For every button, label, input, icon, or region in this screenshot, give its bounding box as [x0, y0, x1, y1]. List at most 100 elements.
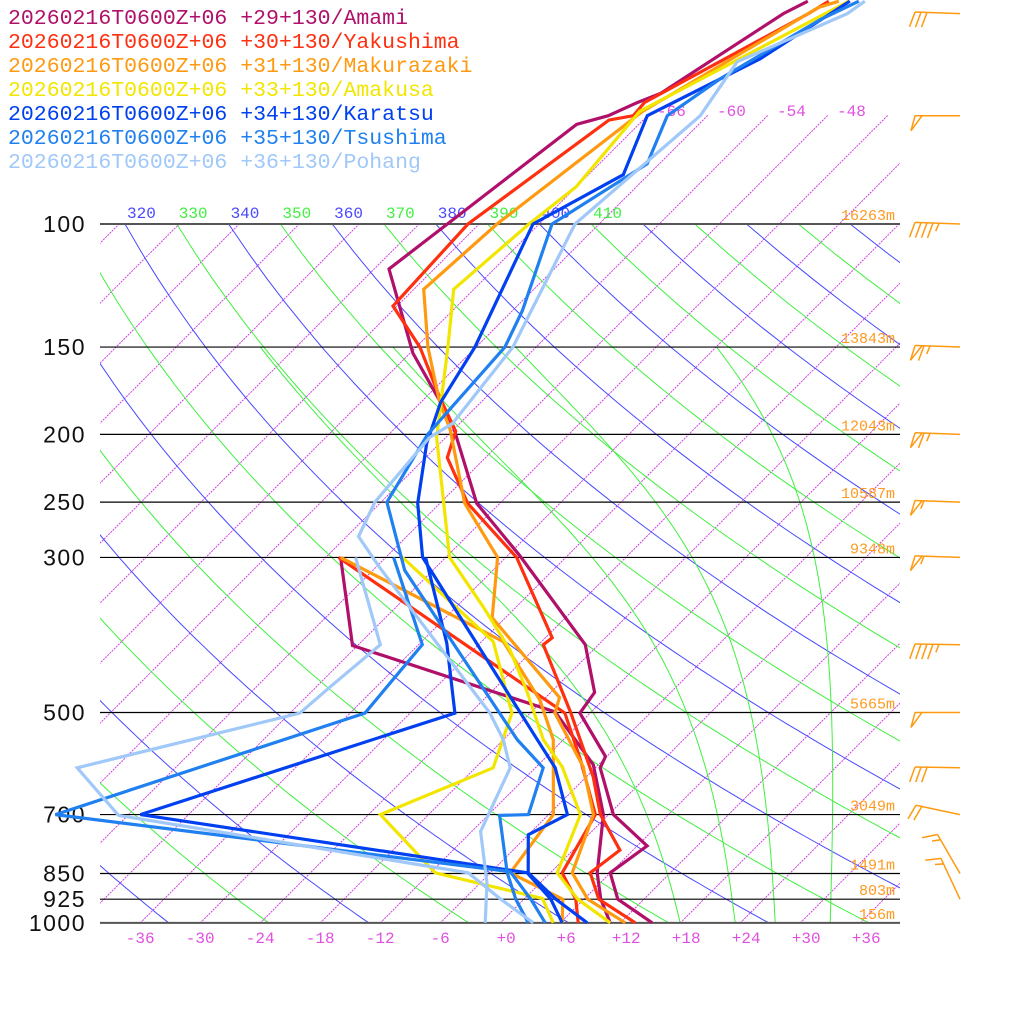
- x-tick-label: +12: [612, 930, 641, 948]
- barb-pennant: [910, 115, 923, 132]
- dry-adiabat-label: 380: [438, 205, 467, 223]
- dry-adiabat-label: 340: [231, 205, 260, 223]
- barb-full: [927, 644, 934, 660]
- barb-pennant: [909, 432, 923, 449]
- isotherm-line-upper: [597, 115, 709, 225]
- wind-barb-600: [909, 766, 961, 783]
- x-tick-label: +0: [497, 930, 516, 948]
- pressure-label: 500: [43, 699, 86, 725]
- barb-full: [921, 643, 928, 660]
- isotherm-line: [100, 224, 720, 844]
- barb-full: [921, 766, 928, 783]
- barb-staff: [915, 432, 961, 436]
- height-label: 16263m: [841, 208, 895, 225]
- barb-full: [909, 766, 916, 783]
- temperature-line-amakusa: [434, 0, 850, 925]
- x-tick-label: -12: [366, 930, 395, 948]
- legend-entry-makurazaki: 20260216T0600Z+06 +31+130/Makurazaki: [8, 55, 472, 79]
- x-tick-label: +30: [792, 930, 821, 948]
- barb-half: [931, 838, 941, 842]
- moist-adiabat: [716, 346, 834, 923]
- height-label: 3049m: [850, 799, 895, 816]
- temperature-line-karatsu: [416, 0, 851, 925]
- barb-full: [915, 643, 922, 660]
- barb-full: [920, 222, 928, 238]
- wind-barb-70: [910, 114, 960, 132]
- legend-entry-amakusa: 20260216T0600Z+06 +33+130/Amakusa: [8, 79, 434, 103]
- height-label: 5665m: [850, 696, 895, 713]
- pressure-label: 850: [43, 861, 86, 887]
- barb-full: [917, 345, 925, 361]
- profile-amami: [339, 0, 809, 925]
- x-axis: -36 -30 -24 -18 -12 -6 +0 +6 +12 +18 +24 +30 +36: [126, 930, 881, 948]
- sounding-profiles: [54, 0, 866, 925]
- height-label: 10587m: [841, 486, 895, 503]
- barb-staff: [915, 344, 961, 348]
- legend-entry-tsushima: 20260216T0600Z+06 +35+130/Tsushima: [8, 127, 447, 151]
- isotherm-line: [379, 402, 900, 923]
- barb-staff: [915, 221, 961, 225]
- wind-barb-300: [909, 555, 961, 572]
- x-tick-label: -24: [246, 930, 275, 948]
- dry-adiabat-label: 330: [179, 205, 208, 223]
- isotherm-line: [319, 342, 900, 923]
- isotherm-line: [100, 224, 420, 544]
- wind-barb-250: [909, 499, 961, 516]
- legend-entry-pohang: 20260216T0600Z+06 +36+130/Pohang: [8, 151, 421, 175]
- isotherms: -66 -60 -54 -48: [100, 103, 900, 923]
- barb-full: [926, 222, 934, 239]
- wind-barbs: [907, 11, 961, 900]
- height-label: 13843m: [841, 331, 895, 348]
- height-label: 9348m: [850, 541, 895, 558]
- isotherms-main: [100, 224, 900, 923]
- isotherm-label: -54: [777, 103, 806, 121]
- barb-full: [920, 12, 928, 28]
- moist-adiabat: [515, 346, 776, 923]
- wind-barb-500: [910, 711, 960, 728]
- barb-half: [926, 433, 931, 442]
- wind-barb-850: [921, 833, 961, 874]
- barb-full: [921, 833, 938, 839]
- dewpoint-line-amami: [339, 557, 612, 924]
- isotherm-line-upper: [777, 115, 889, 225]
- barb-full: [909, 643, 916, 660]
- x-tick-label: -30: [186, 930, 215, 948]
- barb-staff: [915, 804, 961, 816]
- x-tick-label: +36: [852, 930, 881, 948]
- height-label: 12043m: [841, 418, 895, 435]
- dry-adiabat-label: 390: [490, 205, 519, 223]
- dewpoint-line-karatsu: [139, 557, 564, 924]
- wind-barb-925: [925, 857, 961, 900]
- dewpoint-line-pohang: [74, 556, 535, 925]
- barb-half: [934, 863, 944, 866]
- isotherm-label: -60: [717, 103, 746, 121]
- dry-adiabat-label: 320: [127, 205, 156, 223]
- height-label: 1491m: [850, 858, 895, 875]
- isotherm-line-upper: [657, 115, 769, 225]
- pressure-label: 925: [43, 886, 86, 912]
- pressure-label: 200: [43, 421, 86, 447]
- wind-barb-150: [909, 344, 961, 361]
- temperature-line-tsushima: [385, 0, 860, 924]
- isotherm-line: [259, 282, 900, 923]
- barb-staff: [914, 643, 961, 646]
- x-tick-label: +24: [732, 930, 761, 948]
- barb-half: [920, 500, 925, 510]
- isotherm-label: -48: [837, 103, 866, 121]
- temperature-line-makurazaki: [422, 0, 840, 925]
- barb-staff: [915, 499, 961, 503]
- pressure-label: 300: [43, 544, 86, 570]
- isotherm-line: [139, 224, 840, 923]
- x-tick-label: +18: [672, 930, 701, 948]
- dry-adiabat-label: 410: [593, 205, 622, 223]
- isotherm-line: [439, 462, 900, 923]
- isotherm-line-upper: [837, 162, 900, 225]
- pressure-label: 1000: [29, 910, 86, 936]
- barb-pennant: [909, 555, 923, 572]
- barb-staff: [940, 858, 961, 900]
- barb-pennant: [909, 500, 923, 516]
- barb-half: [935, 222, 940, 232]
- temperature-line-pohang: [356, 0, 866, 923]
